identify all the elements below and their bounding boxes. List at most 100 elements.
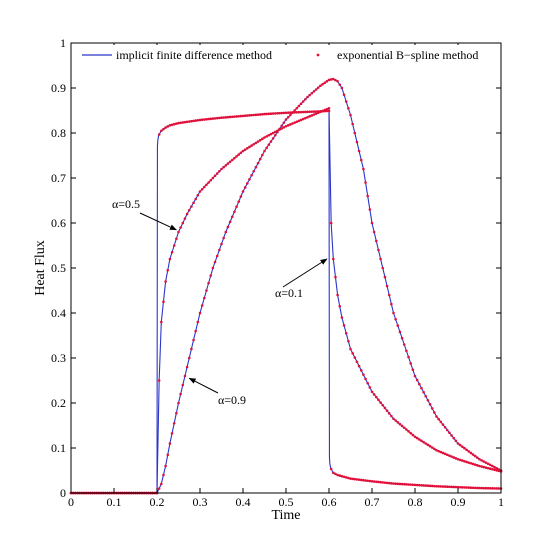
series-marker [426, 484, 430, 488]
series-marker [413, 374, 417, 378]
series-marker [448, 454, 451, 457]
series-marker [222, 165, 225, 169]
series-marker [491, 467, 494, 471]
series-marker [379, 480, 382, 484]
series-marker [185, 212, 189, 216]
series-marker [486, 466, 490, 470]
series-marker [246, 147, 249, 150]
series-marker [467, 450, 471, 453]
series-marker [319, 110, 322, 114]
annotation-label: α=0.1 [275, 286, 303, 300]
series-marker [344, 100, 348, 103]
series-marker [319, 84, 322, 88]
series-marker [448, 485, 451, 489]
series-marker [187, 120, 191, 123]
series-marker [228, 115, 232, 119]
series-marker [192, 338, 195, 342]
series-marker [280, 127, 284, 130]
series-marker [362, 373, 365, 376]
series-marker [392, 417, 395, 421]
series-marker [312, 113, 316, 116]
series-marker [394, 482, 397, 485]
series-marker [209, 178, 213, 182]
series-marker [187, 208, 191, 212]
series-marker [230, 215, 234, 219]
series-marker [353, 356, 357, 359]
series-marker [471, 462, 475, 466]
series-marker [488, 467, 492, 471]
y-tick-label: 0.4 [51, 306, 66, 320]
series-marker [409, 431, 413, 435]
series-marker [235, 155, 238, 158]
series-marker [237, 153, 240, 156]
series-marker [478, 486, 481, 490]
series-marker [181, 221, 185, 225]
series-marker [445, 428, 449, 432]
series-marker [437, 449, 440, 453]
plot-frame [70, 42, 502, 494]
series-marker [327, 78, 331, 82]
series-marker [166, 453, 170, 457]
series-marker [230, 158, 234, 162]
series-marker [263, 112, 266, 116]
series-marker [375, 480, 378, 484]
series-marker [306, 110, 309, 114]
series-marker [166, 268, 170, 272]
series-marker [415, 436, 419, 440]
series-marker [332, 471, 335, 475]
series-marker [273, 130, 277, 134]
series-marker [209, 274, 213, 277]
series-marker [359, 478, 363, 482]
series-marker [334, 472, 337, 476]
series-line-1 [71, 107, 502, 494]
series-marker [215, 254, 219, 258]
series-marker [418, 483, 421, 487]
series-marker [228, 220, 232, 224]
series-marker [377, 480, 380, 484]
series-marker [387, 293, 391, 297]
series-marker [370, 221, 374, 225]
series-marker [314, 112, 318, 115]
series-marker [295, 120, 299, 124]
series-marker [310, 114, 314, 117]
series-marker [157, 487, 161, 490]
series-marker [342, 475, 346, 479]
series-marker [254, 165, 258, 169]
series-marker [398, 422, 402, 426]
series-marker [196, 320, 200, 324]
series-marker [226, 115, 230, 119]
series-marker [308, 110, 311, 114]
series-marker [493, 465, 496, 469]
series-markers-1 [69, 106, 503, 495]
series-marker [467, 461, 471, 464]
series-marker [192, 119, 195, 123]
series-marker [473, 486, 477, 490]
series-marker [387, 481, 391, 485]
annotation-label: α=0.5 [112, 197, 140, 211]
series-marker [282, 121, 286, 124]
series-marker [454, 485, 458, 489]
series-marker [482, 465, 486, 469]
legend-box [78, 45, 496, 65]
series-marker [454, 439, 458, 443]
series-marker [347, 476, 350, 480]
legend-dot-swatch [316, 53, 320, 57]
series-marker [366, 381, 370, 385]
series-marker [480, 465, 483, 468]
series-marker [383, 275, 387, 279]
series-marker [407, 430, 410, 433]
series-marker [377, 248, 380, 252]
series-marker [405, 483, 408, 486]
series-marker [265, 112, 268, 116]
series-marker [392, 311, 395, 315]
series-marker [235, 205, 238, 208]
series-marker [340, 316, 344, 319]
annotation-label: α=0.9 [218, 393, 246, 407]
series-marker [304, 97, 307, 101]
series-marker [215, 116, 219, 120]
series-markers-0 [69, 109, 503, 495]
series-marker [254, 113, 258, 117]
series-marker [248, 145, 251, 149]
series-marker [252, 142, 256, 146]
y-tick-label: 0.5 [51, 261, 66, 275]
